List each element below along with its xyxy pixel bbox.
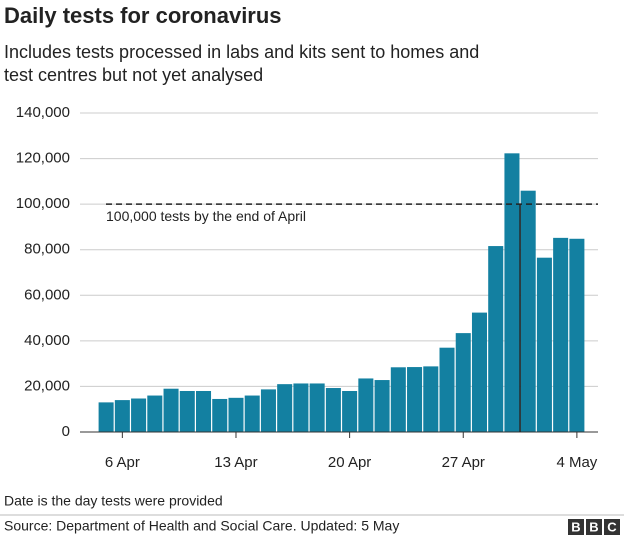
y-tick-label: 60,000 [24,286,70,303]
bar [163,388,179,432]
bar [471,312,487,432]
logo-box [568,519,584,535]
y-tick-label: 80,000 [24,241,70,258]
bar [309,383,325,432]
x-tick-label: 13 Apr [214,454,257,471]
note: Date is the day tests were provided [4,493,223,509]
chart-subtitle: test centres but not yet analysed [4,65,263,85]
logo-letter: B [589,519,598,534]
logo-letter: C [607,519,617,534]
y-tick-label: 140,000 [16,104,70,121]
bar [374,380,390,432]
bar [520,190,536,432]
bar [131,398,147,432]
bar [407,367,423,432]
bar [98,402,114,432]
y-tick-label: 20,000 [24,377,70,394]
bar [504,153,520,432]
bar [260,389,276,432]
bar [179,390,195,432]
x-tick-label: 27 Apr [442,454,485,471]
bar [439,347,455,432]
x-tick-label: 6 Apr [105,454,140,471]
logo-letter: B [571,519,580,534]
bar [277,384,293,432]
y-tick-label: 40,000 [24,332,70,349]
bar [553,237,569,432]
bar [569,238,585,432]
bar [488,246,504,432]
x-tick-label: 20 Apr [328,454,371,471]
bar [196,390,212,432]
chart-title: Daily tests for coronavirus [4,3,282,28]
bar [293,383,309,432]
bar [358,378,374,432]
bar [536,257,552,432]
logo-box [604,519,620,535]
bar [390,367,406,432]
bar [212,398,228,432]
bar [244,395,260,432]
y-tick-label: 0 [62,423,70,440]
bar [228,397,244,432]
x-tick-label: 4 May [556,454,597,471]
bar [147,395,163,432]
bar [342,390,358,432]
y-tick-label: 100,000 [16,195,70,212]
annotation: 100,000 tests by the end of April [106,208,306,224]
y-tick-label: 120,000 [16,150,70,167]
bar [325,388,341,432]
bar [455,333,471,432]
bar [423,366,439,432]
chart-subtitle: Includes tests processed in labs and kit… [4,42,479,62]
logo-box [586,519,602,535]
bar [114,400,130,432]
source: Source: Department of Health and Social … [4,518,399,534]
